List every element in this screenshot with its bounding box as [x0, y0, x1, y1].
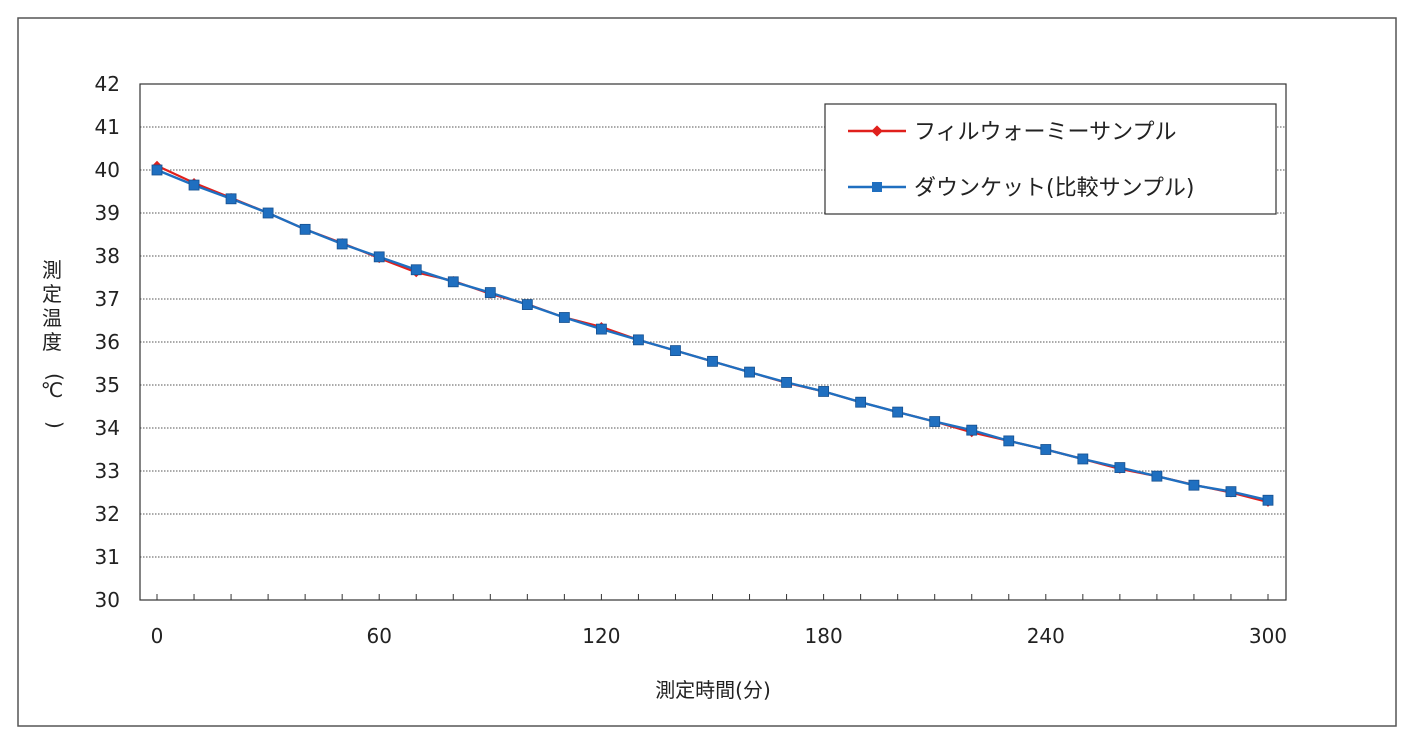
y-tick-label-2: 32	[95, 502, 120, 526]
series-1-point-8	[447, 276, 459, 288]
series-group	[151, 160, 1274, 507]
x-tick-label-2: 120	[582, 624, 620, 648]
y-tick-label-7: 37	[95, 287, 120, 311]
series-1-point-4	[299, 223, 311, 235]
series-1-point-20	[892, 406, 904, 418]
x-tick-label-4: 240	[1027, 624, 1065, 648]
legend-label-0: フィルウォーミーサンプル	[914, 120, 1176, 145]
series-1-point-19	[855, 396, 867, 408]
series-1-point-9	[484, 287, 496, 298]
y-tick-label-11: 41	[95, 115, 120, 139]
x-tick-label-3: 180	[805, 624, 843, 648]
y-tick-label-10: 40	[95, 158, 120, 182]
series-1-point-1	[188, 179, 200, 191]
legend: フィルウォーミーサンプル ダウンケット(比較サンプル)	[824, 103, 1277, 215]
series-1-point-22	[966, 424, 978, 436]
x-tick-label-0: 0	[151, 624, 164, 648]
axis-ticks: 30 31 32 33 34 35 36 37 38 39 40 41 42 0 60 120 180 240 30…	[95, 72, 1288, 648]
series-1-point-2	[225, 193, 237, 205]
series-1-point-17	[781, 377, 792, 388]
series-1-point-29	[1225, 486, 1237, 498]
series-1-point-15	[707, 355, 718, 367]
series-1-point-30	[1262, 494, 1274, 506]
y-tick-label-8: 38	[95, 244, 120, 268]
y-tick-label-5: 35	[95, 373, 120, 397]
series-1-point-11	[558, 312, 570, 323]
series-1-point-6	[373, 251, 385, 263]
x-tick-label-5: 300	[1249, 624, 1287, 648]
y-tick-label-3: 33	[95, 459, 120, 483]
series-1-point-25	[1077, 453, 1089, 465]
legend-marker-1	[872, 182, 882, 192]
x-tick-label-1: 60	[366, 624, 391, 648]
series-1-point-10	[521, 299, 533, 310]
x-axis-label: 測定時間(分)	[655, 678, 771, 702]
series-1-point-21	[929, 416, 941, 427]
y-axis-label-text: 測定温度(℃)	[41, 258, 67, 429]
y-tick-label-6: 36	[95, 330, 120, 354]
y-axis-label: 測定温度(℃)	[41, 258, 67, 429]
series-1-point-12	[596, 323, 607, 335]
series-1-point-27	[1151, 470, 1163, 482]
series-1-point-16	[744, 366, 755, 378]
series-1-point-28	[1188, 479, 1200, 491]
series-1-point-14	[670, 345, 681, 357]
series-1-point-7	[410, 264, 422, 276]
series-1-point-13	[633, 334, 644, 346]
legend-label-1: ダウンケット(比較サンプル)	[914, 176, 1195, 201]
y-tick-label-12: 42	[95, 72, 120, 96]
series-1-point-26	[1114, 462, 1126, 473]
series-1-point-0	[151, 164, 163, 176]
y-tick-label-0: 30	[95, 588, 120, 612]
y-tick-label-9: 39	[95, 201, 120, 225]
series-1-point-18	[818, 386, 829, 397]
series-1-point-3	[262, 207, 274, 219]
series-1-point-23	[1003, 435, 1015, 447]
legend-box	[824, 103, 1277, 215]
series-1-point-24	[1040, 444, 1052, 455]
y-tick-label-1: 31	[95, 545, 120, 569]
series-1-point-5	[336, 238, 348, 250]
y-tick-label-4: 34	[95, 416, 120, 440]
